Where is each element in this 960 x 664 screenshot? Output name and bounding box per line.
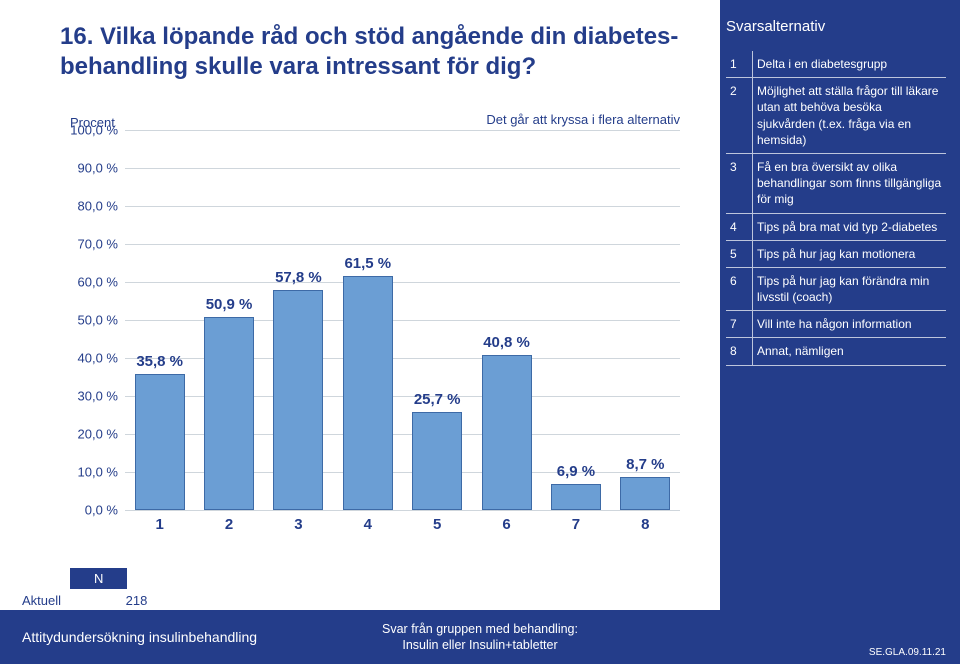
legend-text: Tips på bra mat vid typ 2-diabetes	[753, 213, 947, 240]
legend-text: Tips på hur jag kan förändra min livssti…	[753, 267, 947, 310]
aktuell-row: Aktuell 218	[0, 593, 147, 608]
upper-area: 16. Vilka löpande råd och stöd angående …	[0, 0, 960, 610]
x-tick-label: 7	[541, 516, 610, 533]
gridline	[125, 510, 680, 511]
legend-row: 6Tips på hur jag kan förändra min livsst…	[726, 267, 946, 310]
bar: 57,8 %	[273, 290, 323, 510]
x-tick-label: 8	[611, 516, 680, 533]
y-tick-label: 0,0 %	[58, 503, 118, 518]
x-tick-label: 2	[194, 516, 263, 533]
x-tick-label: 6	[472, 516, 541, 533]
bar: 50,9 %	[204, 317, 254, 510]
y-tick-label: 80,0 %	[58, 199, 118, 214]
n-row: N	[0, 568, 127, 589]
footer: Attitydundersökning insulinbehandling Sv…	[0, 610, 960, 664]
bar-value-label: 40,8 %	[483, 334, 531, 351]
gridline	[125, 206, 680, 207]
bar-value-label: 35,8 %	[136, 353, 184, 370]
legend-number: 4	[726, 213, 753, 240]
x-tick-label: 4	[333, 516, 402, 533]
legend-text: Delta i en diabetesgrupp	[753, 51, 947, 78]
footer-center-line1: Svar från gruppen med behandling:	[382, 622, 578, 636]
bar: 61,5 %	[343, 276, 393, 510]
bar-chart: 35,8 % 50,9 % 57,8 % 61,5 % 25,7 % 40,8 % 6,9 …	[125, 130, 680, 540]
bar-value-label: 50,9 %	[205, 296, 253, 313]
aktuell-label: Aktuell	[0, 593, 122, 608]
x-tick-label: 1	[125, 516, 194, 533]
bar: 6,9 %	[551, 484, 601, 510]
legend-text: Få en bra översikt av olika behandlingar…	[753, 153, 947, 213]
y-tick-label: 100,0 %	[58, 123, 118, 138]
legend-number: 1	[726, 51, 753, 78]
legend-row: 1Delta i en diabetesgrupp	[726, 51, 946, 78]
legend-text: Möjlighet att ställa frågor till läkare …	[753, 78, 947, 154]
bar: 8,7 %	[620, 477, 670, 510]
left-pane: 16. Vilka löpande råd och stöd angående …	[0, 0, 720, 610]
legend-text: Tips på hur jag kan motionera	[753, 240, 947, 267]
footer-center: Svar från gruppen med behandling: Insuli…	[0, 621, 960, 654]
legend-number: 5	[726, 240, 753, 267]
legend-title: Svarsalternativ	[726, 18, 946, 35]
legend-number: 3	[726, 153, 753, 213]
bar: 25,7 %	[412, 412, 462, 510]
legend-number: 2	[726, 78, 753, 154]
legend-row: 4Tips på bra mat vid typ 2-diabetes	[726, 213, 946, 240]
y-tick-label: 50,0 %	[58, 313, 118, 328]
y-tick-label: 30,0 %	[58, 389, 118, 404]
bar: 40,8 %	[482, 355, 532, 510]
page: 16. Vilka löpande råd och stöd angående …	[0, 0, 960, 664]
legend-row: 8Annat, nämligen	[726, 338, 946, 365]
gridline	[125, 282, 680, 283]
gridline	[125, 168, 680, 169]
x-tick-label: 3	[264, 516, 333, 533]
gridline	[125, 130, 680, 131]
legend-table: 1Delta i en diabetesgrupp2Möjlighet att …	[726, 51, 946, 366]
legend-row: 7Vill inte ha någon information	[726, 311, 946, 338]
bar-value-label: 8,7 %	[621, 456, 669, 473]
y-tick-label: 60,0 %	[58, 275, 118, 290]
bar-value-label: 6,9 %	[552, 463, 600, 480]
legend-number: 6	[726, 267, 753, 310]
y-tick-label: 10,0 %	[58, 465, 118, 480]
bar-value-label: 61,5 %	[344, 255, 392, 272]
footer-center-line2: Insulin eller Insulin+tabletter	[402, 638, 557, 652]
legend-row: 2Möjlighet att ställa frågor till läkare…	[726, 78, 946, 154]
legend-row: 3Få en bra översikt av olika behandlinga…	[726, 153, 946, 213]
y-tick-label: 70,0 %	[58, 237, 118, 252]
gridline	[125, 244, 680, 245]
legend-row: 5Tips på hur jag kan motionera	[726, 240, 946, 267]
n-badge: N	[70, 568, 127, 589]
y-tick-label: 90,0 %	[58, 161, 118, 176]
x-tick-label: 5	[403, 516, 472, 533]
legend-number: 7	[726, 311, 753, 338]
bar-value-label: 25,7 %	[413, 391, 461, 408]
page-title: 16. Vilka löpande råd och stöd angående …	[0, 0, 720, 82]
chart-subtitle: Det går att kryssa i flera alternativ	[486, 112, 680, 127]
y-tick-label: 40,0 %	[58, 351, 118, 366]
legend-text: Annat, nämligen	[753, 338, 947, 365]
footer-right: SE.GLA.09.11.21	[869, 647, 946, 658]
legend-number: 8	[726, 338, 753, 365]
aktuell-value: 218	[126, 593, 148, 608]
bar: 35,8 %	[135, 374, 185, 510]
y-tick-label: 20,0 %	[58, 427, 118, 442]
legend-text: Vill inte ha någon information	[753, 311, 947, 338]
plot-area: 35,8 % 50,9 % 57,8 % 61,5 % 25,7 % 40,8 % 6,9 …	[125, 130, 680, 510]
legend-pane: Svarsalternativ 1Delta i en diabetesgrup…	[720, 0, 960, 610]
bar-value-label: 57,8 %	[274, 269, 322, 286]
